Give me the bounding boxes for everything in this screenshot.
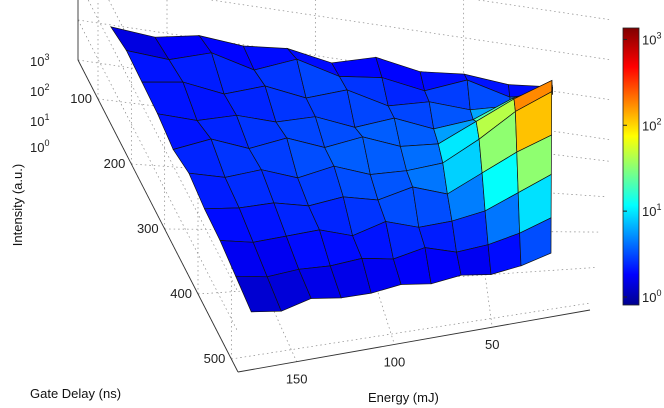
z-tick-text: 100 bbox=[30, 138, 49, 155]
x-tick-label: 50 bbox=[485, 337, 499, 352]
y-tick-label: 100 bbox=[70, 91, 92, 106]
grid-line bbox=[476, 0, 613, 21]
z-tick-text: 102 bbox=[30, 82, 49, 99]
y-tick-label: 200 bbox=[104, 156, 126, 171]
surface-patch bbox=[424, 247, 462, 285]
grid-line bbox=[463, 117, 493, 328]
colorbar-tick-label: 102 bbox=[642, 116, 661, 133]
z-tick-label: 103 bbox=[30, 52, 49, 69]
axis-line bbox=[77, 59, 239, 373]
y-axis-label: Gate Delay (ns) bbox=[30, 386, 121, 401]
colorbar-ticks: 100 101 102 103 bbox=[623, 30, 661, 305]
y-tick-label: 300 bbox=[137, 221, 159, 236]
surface-patch bbox=[519, 217, 552, 267]
colorbar: 100 101 102 103 bbox=[622, 27, 661, 306]
z-tick-label: 102 bbox=[30, 82, 49, 99]
x-tick-label: 100 bbox=[384, 354, 406, 369]
axis-line bbox=[237, 309, 591, 373]
colorbar-gradient bbox=[622, 27, 640, 306]
axes bbox=[77, 0, 591, 373]
z-tick-label: 100 bbox=[30, 138, 49, 155]
z-axis-ticks: 103 102 101 100 bbox=[30, 52, 49, 155]
z-tick-label: 101 bbox=[30, 112, 49, 129]
z-tick-text: 101 bbox=[30, 112, 49, 129]
colorbar-tick-label: 101 bbox=[642, 202, 661, 219]
z-tick-text: 103 bbox=[30, 52, 49, 69]
x-axis-ticks: 50 100 150 bbox=[286, 337, 500, 386]
y-tick-label: 400 bbox=[170, 286, 192, 301]
y-tick-label: 500 bbox=[204, 351, 226, 366]
z-axis-label: Intensity (a.u.) bbox=[10, 164, 25, 246]
x-tick-label: 150 bbox=[286, 372, 308, 387]
x-axis-label: Energy (mJ) bbox=[368, 390, 439, 405]
colorbar-tick-label: 103 bbox=[642, 30, 661, 47]
surface-plot bbox=[110, 26, 553, 313]
y-axis-ticks: 100 200 300 400 500 bbox=[70, 91, 225, 366]
surface-patch bbox=[331, 56, 383, 78]
colorbar-tick-label: 100 bbox=[642, 288, 661, 305]
grid-line bbox=[231, 302, 591, 360]
